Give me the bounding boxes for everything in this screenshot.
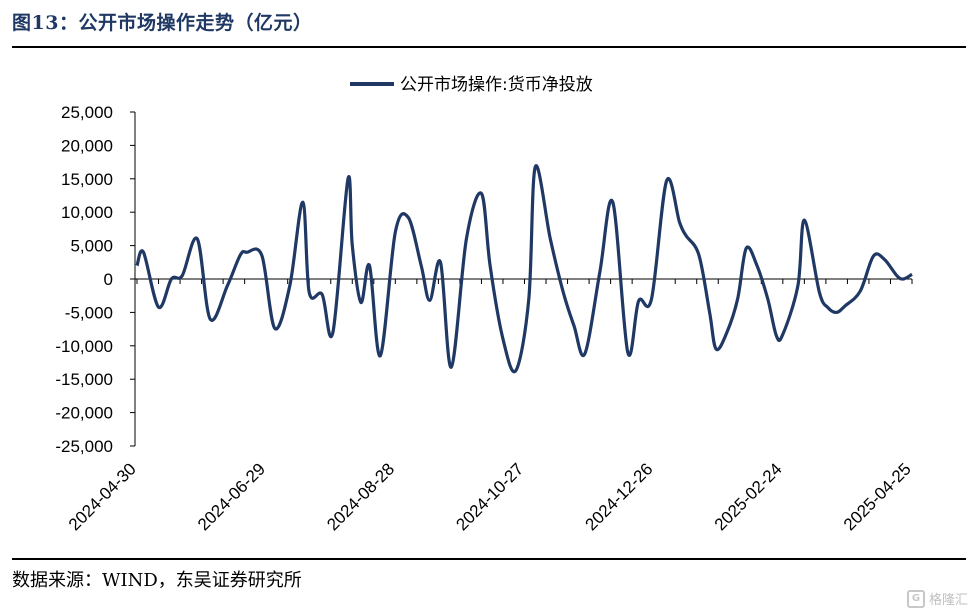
- series-group: [135, 164, 913, 374]
- y-tick-label: 10,000: [61, 203, 113, 222]
- y-tick-label: 25,000: [61, 103, 113, 122]
- x-tick-label: 2025-04-25: [840, 459, 915, 534]
- series-line-net-injection: [135, 164, 913, 374]
- y-tick-label: 0: [104, 270, 113, 289]
- watermark: G 格隆汇: [906, 589, 968, 608]
- x-tick-label: 2024-10-27: [452, 459, 527, 534]
- bottom-rule: [12, 558, 966, 560]
- y-tick-label: 5,000: [70, 237, 113, 256]
- y-tick-label: 15,000: [61, 170, 113, 189]
- top-rule: [12, 46, 966, 48]
- legend: 公开市场操作:货币净投放: [350, 75, 593, 95]
- x-tick-label: 2024-12-26: [582, 459, 657, 534]
- x-axis: 2024-04-30 2024-06-29 2024-08-28 2024-10-27…: [65, 278, 915, 534]
- y-tick-label: 20,000: [61, 136, 113, 155]
- x-tick-label: 2024-04-30: [65, 459, 140, 534]
- y-axis: -25,000 -20,000 -15,000 -10,000 -5,000 0 5,000…: [55, 103, 136, 456]
- x-tick-label: 2025-02-24: [711, 459, 786, 534]
- source-note: 数据来源：WIND，东吴证券研究所: [12, 570, 302, 591]
- x-tick-label: 2024-08-28: [323, 459, 398, 534]
- watermark-text: 格隆汇: [928, 593, 968, 608]
- y-tick-label: -25,000: [55, 437, 113, 456]
- y-tick-label: -20,000: [55, 404, 113, 423]
- figure-title: 图13：公开市场操作走势（亿元）: [12, 12, 313, 34]
- watermark-logo-icon: G: [906, 589, 925, 608]
- y-tick-label: -5,000: [65, 303, 113, 322]
- x-tick-label: 2024-06-29: [194, 459, 269, 534]
- line-chart: 公开市场操作:货币净投放 -25,000 -20,000 -15,000 -10,00…: [55, 75, 915, 534]
- y-tick-label: -10,000: [55, 337, 113, 356]
- legend-label: 公开市场操作:货币净投放: [400, 75, 593, 95]
- y-tick-label: -15,000: [55, 370, 113, 389]
